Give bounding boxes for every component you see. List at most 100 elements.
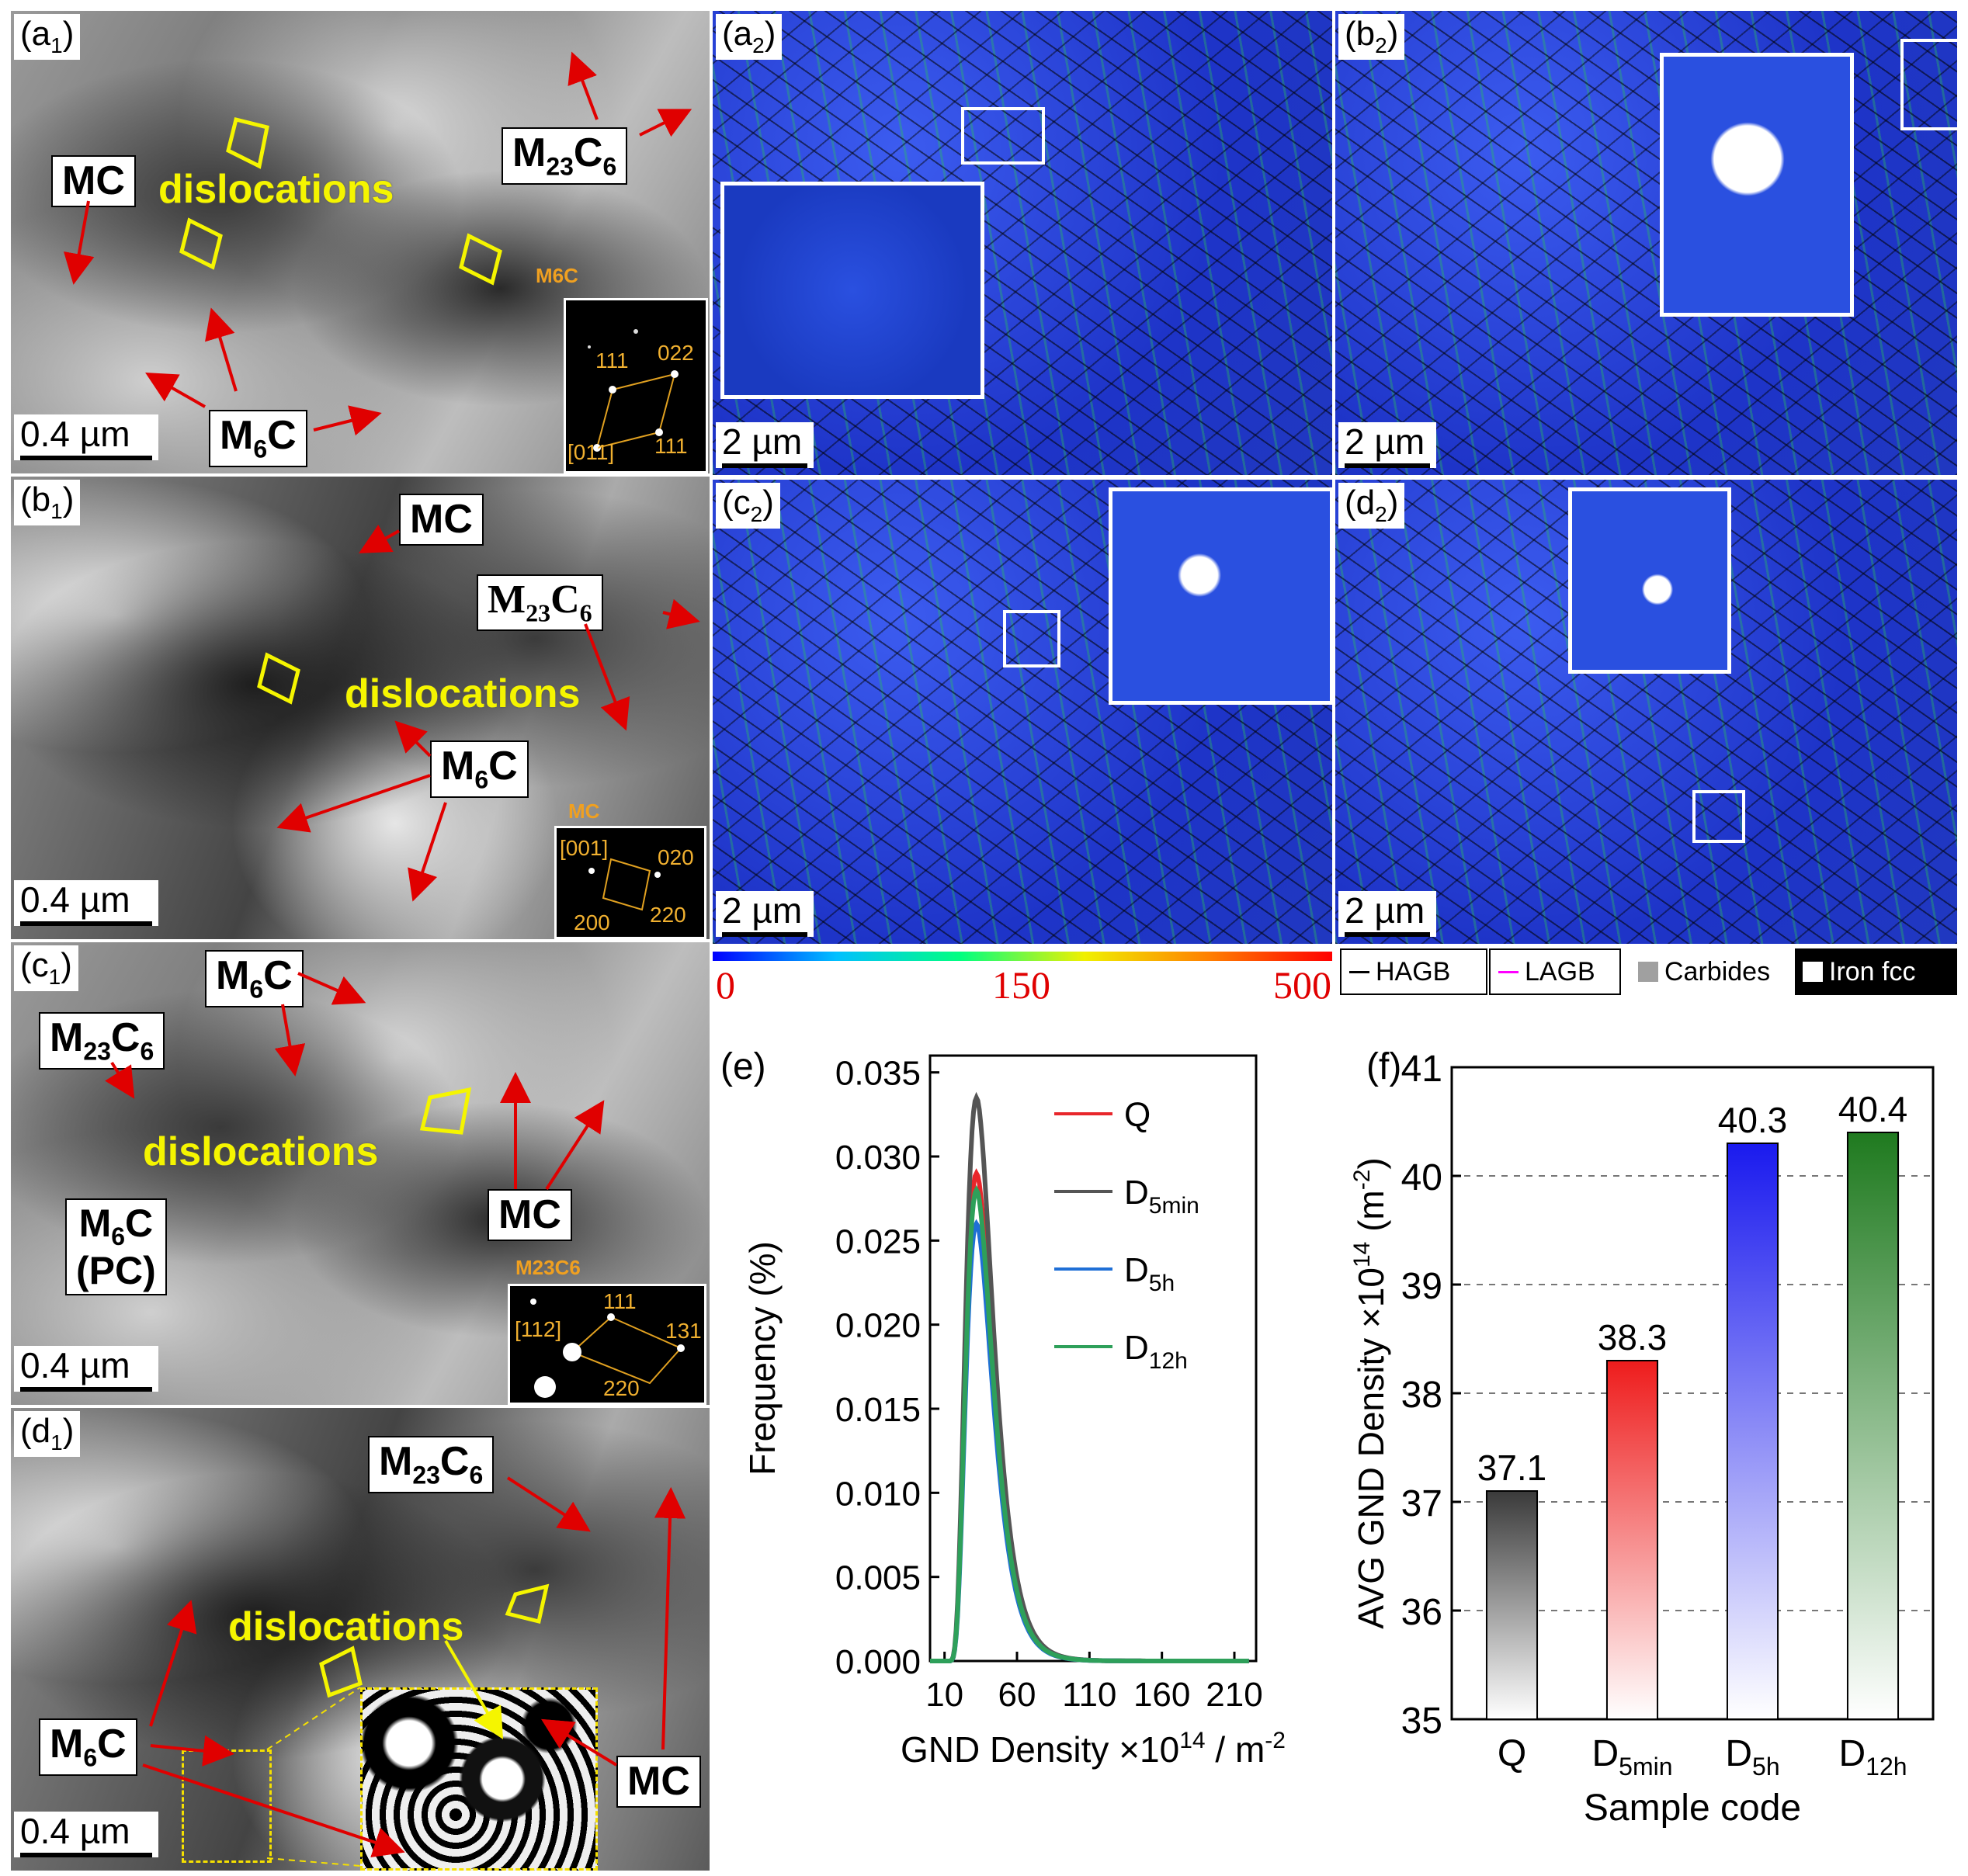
saed-label: [001] [560,836,609,860]
x-tick-label: 60 [998,1676,1036,1714]
ebsd-zoom-inset [720,182,984,399]
scale-bar-c2: 2 µm [716,891,814,937]
ebsd-region-box [1692,790,1745,843]
colorbar-max: 500 [1273,963,1331,1007]
saed-label: 020 [658,845,694,869]
ebsd-zoom-inset [1568,487,1731,674]
saed-pattern-c1: 111 [112] 131 220 [508,1284,706,1405]
y-tick-label: 0.035 [835,1055,921,1093]
m23c6-callout: M23C6 [502,127,628,185]
gnd-colorbar [713,952,1332,961]
x-tick-label: 210 [1206,1676,1262,1714]
saed-label: 111 [654,434,688,458]
y-tick-label: 36 [1401,1592,1442,1633]
legend-lagb: LAGB [1489,948,1621,995]
y-tick-label: 39 [1401,1266,1442,1307]
colorbar-mid: 150 [992,963,1050,1007]
lagb-swatch [1498,970,1519,973]
x-axis-label: GND Density ×1014 / m-2 [901,1728,1286,1770]
x-tick-label: 160 [1133,1676,1190,1714]
y-tick-label: 0.005 [835,1559,921,1597]
y-axis-label: AVG GND Density ×1014 (m-2) [1349,1157,1391,1629]
legend-iron-fcc: Iron fcc [1795,948,1957,995]
m6c-callout: M6C [430,740,529,798]
y-tick-label: 38 [1401,1375,1442,1416]
dislocations-label: dislocations [143,1129,379,1174]
y-tick-label: 0.020 [835,1307,921,1345]
x-tick-label: 10 [925,1676,963,1714]
ebsd-zoom-inset [1109,487,1332,705]
panel-label-b1: (b1) [14,480,81,525]
m6c-callout: M6C [205,950,304,1007]
plot-frame [928,1054,1258,1663]
y-tick-label: 0.030 [835,1139,921,1177]
panel-label-c1: (c1) [14,945,78,991]
scale-bar-d2: 2 µm [1338,891,1436,937]
saed-svg-c1 [530,1299,685,1398]
mc-callout: MC [399,494,484,546]
y-tick-label: 0.010 [835,1475,921,1513]
panel-label-d1: (d1) [14,1411,81,1457]
scale-bar-d1: 0.4 µm [14,1812,158,1857]
saed-label: [011] [567,440,615,464]
ebsd-zoom-inset [1660,53,1854,317]
y-tick-label: 35 [1401,1701,1442,1742]
legend-hagb: HAGB [1340,948,1487,995]
saed-pattern-b1: [001] 020 200 220 [554,826,706,939]
saed-label: 220 [603,1376,640,1400]
tem-panel-a1: (a1) MC dislocations M23C6 M6C 0.4 µm M6… [11,11,710,473]
saed-tag-a1: M6C [536,264,578,287]
ebsd-region-box [961,107,1045,165]
ebsd-region-box [1900,39,1957,130]
panel-label-f: (f) [1366,1046,1401,1087]
ebsd-panel-d2: (d2) 2 µm [1335,480,1957,944]
series-line-D12h [930,1184,1249,1663]
bar-D12h [1846,1132,1900,1720]
m23c6-callout: M23C6 [477,574,603,631]
y-tick-label: 0.015 [835,1391,921,1429]
bar-D5h [1726,1143,1779,1720]
m6c-pc-callout: M6C (PC) [65,1198,167,1296]
saed-label: 220 [650,903,686,927]
y-tick-label: 41 [1401,1049,1442,1090]
tem-panel-b1: (b1) MC M23C6 dislocations M6C 0.4 µm MC… [11,477,710,939]
panel-label-a1: (a1) [14,14,81,60]
ebsd-region-box [1003,610,1060,668]
mc-callout: MC [488,1189,572,1241]
legend-carbides: Carbides [1630,948,1793,995]
ebsd-panel-c2: (c2) 2 µm [713,480,1332,944]
scale-bar-a2: 2 µm [716,422,814,468]
scale-bar-c1: 0.4 µm [14,1346,158,1392]
series-line-Q [930,1168,1249,1663]
panel-label-e: (e) [720,1046,766,1087]
legend-label-D5min: D5min [1124,1174,1199,1219]
tem-panel-c1: (c1) M6C M23C6 dislocations MC M6C (PC) 0… [11,942,710,1405]
panel-label-b2: (b2) [1338,14,1405,60]
magnified-inset-d1 [360,1687,598,1871]
saed-pattern-a1: 111 022 [011] 111 [564,298,708,473]
panel-label-c2: (c2) [716,483,780,529]
saed-label: [112] [515,1317,562,1341]
legend-label-D5h: D5h [1124,1251,1175,1296]
m6c-callout: M6C [209,410,307,467]
source-box-d1 [182,1749,272,1863]
series-line-D5h [930,1219,1249,1663]
carbides-swatch [1638,962,1658,982]
dislocations-label: dislocations [158,167,394,212]
gnd-frequency-chart: (e) 0.000 0.005 0.010 0.015 0.020 0.025 0.030 0.… [720,1046,1286,1770]
panel-label-a2: (a2) [716,14,783,60]
y-tick-label: 0.025 [835,1222,921,1260]
saed-svg-a1 [588,329,679,452]
x-category-label: D12h [1838,1733,1907,1781]
saed-label: 131 [665,1319,702,1343]
y-axis-label: Frequency (%) [742,1241,783,1475]
hagb-swatch [1349,970,1369,973]
x-tick-label: 110 [1062,1676,1116,1714]
bar-value-label: 40.3 [1718,1100,1788,1140]
panel-label-d2: (d2) [1338,483,1405,529]
ebsd-panel-a2: (a2) 2 µm [713,11,1332,475]
saed-tag-c1: M23C6 [515,1256,581,1279]
bar-value-label: 38.3 [1598,1317,1668,1358]
bar-value-label: 37.1 [1477,1448,1547,1488]
y-tick-label: 0.000 [835,1643,921,1681]
